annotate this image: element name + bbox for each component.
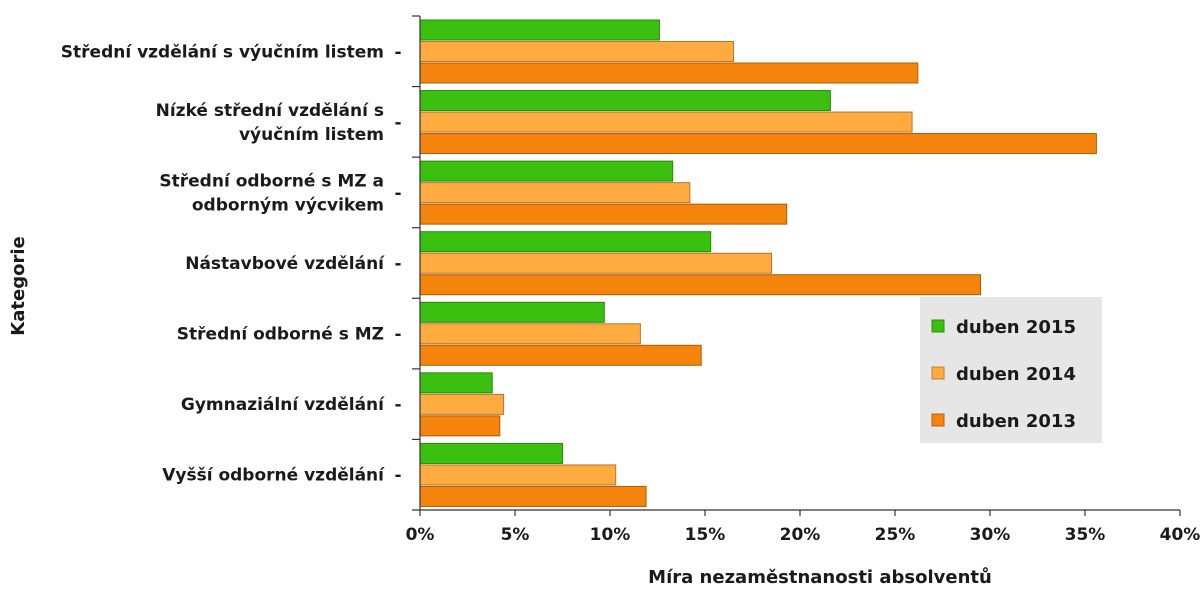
bar-2-2 <box>419 111 913 133</box>
category-dash: - <box>394 42 401 62</box>
bar-3-5 <box>419 344 702 366</box>
bar-2-3 <box>419 182 691 204</box>
x-tick-label: 15% <box>685 525 726 545</box>
bar-1-7 <box>419 442 563 464</box>
legend: duben 2015 duben 2014 duben 2013 <box>920 297 1102 443</box>
x-tick-label: 25% <box>875 525 916 545</box>
x-tick-label: 0% <box>406 525 435 545</box>
legend-box <box>920 297 1102 443</box>
axes-group <box>412 15 1181 516</box>
bar-3-6 <box>419 415 501 437</box>
category-label: Nástavbové vzdělání <box>185 254 385 274</box>
bar-3-7 <box>419 485 647 507</box>
bar-1-6 <box>419 372 493 394</box>
category-dash: - <box>394 254 401 274</box>
bar-3-4 <box>419 274 981 296</box>
category-label: Gymnaziální vzdělání <box>181 395 385 415</box>
y-axis-title: Kategorie <box>8 236 29 335</box>
x-tick-label: 10% <box>590 525 631 545</box>
legend-swatch <box>931 413 945 427</box>
bar-2-6 <box>419 393 505 415</box>
x-tick-label: 35% <box>1065 525 1106 545</box>
category-dash: - <box>394 183 401 203</box>
bar-1-5 <box>419 301 605 323</box>
category-label: Vyšší odborné vzdělání <box>162 466 385 486</box>
bar-2-1 <box>419 41 734 62</box>
category-labels: Střední vzdělání s výučním listem -Nízké … <box>61 42 402 485</box>
bar-2-7 <box>419 464 617 486</box>
bar-3-3 <box>419 203 788 225</box>
bar-1-2 <box>419 90 831 112</box>
x-tick-label: 20% <box>780 525 821 545</box>
bar-1-4 <box>419 231 712 253</box>
bar-3-2 <box>419 133 1097 155</box>
category-dash: - <box>394 113 401 133</box>
category-label: Střední vzdělání s výučním listem <box>61 42 384 62</box>
bar-3-1 <box>419 62 919 84</box>
bar-2-5 <box>419 323 641 345</box>
x-tick-label: 5% <box>501 525 530 545</box>
legend-label: duben 2015 <box>956 317 1076 338</box>
category-label: Nízké střední vzdělání s výučním listem <box>156 101 384 145</box>
bar-2-4 <box>419 252 772 274</box>
bar-1-3 <box>419 160 674 182</box>
category-label: Střední odborné s MZ <box>177 325 384 345</box>
category-label: Střední odborné s MZ a odborným výcvikem <box>159 171 384 215</box>
legend-swatch <box>931 366 945 380</box>
category-dash: - <box>394 395 401 415</box>
x-tick-label: 40% <box>1160 525 1201 545</box>
bar-1-1 <box>419 19 660 41</box>
legend-swatch <box>931 319 945 333</box>
x-axis-title: Míra nezaměstnanosti absolventů <box>648 566 992 588</box>
x-tick-labels: 0% 5% 10% 15% 20% 25% 30% 35% 40% <box>406 525 1201 545</box>
x-tick-label: 30% <box>970 525 1011 545</box>
legend-label: duben 2014 <box>956 364 1076 385</box>
legend-label: duben 2013 <box>956 411 1076 432</box>
category-dash: - <box>394 325 401 345</box>
category-dash: - <box>394 466 401 486</box>
